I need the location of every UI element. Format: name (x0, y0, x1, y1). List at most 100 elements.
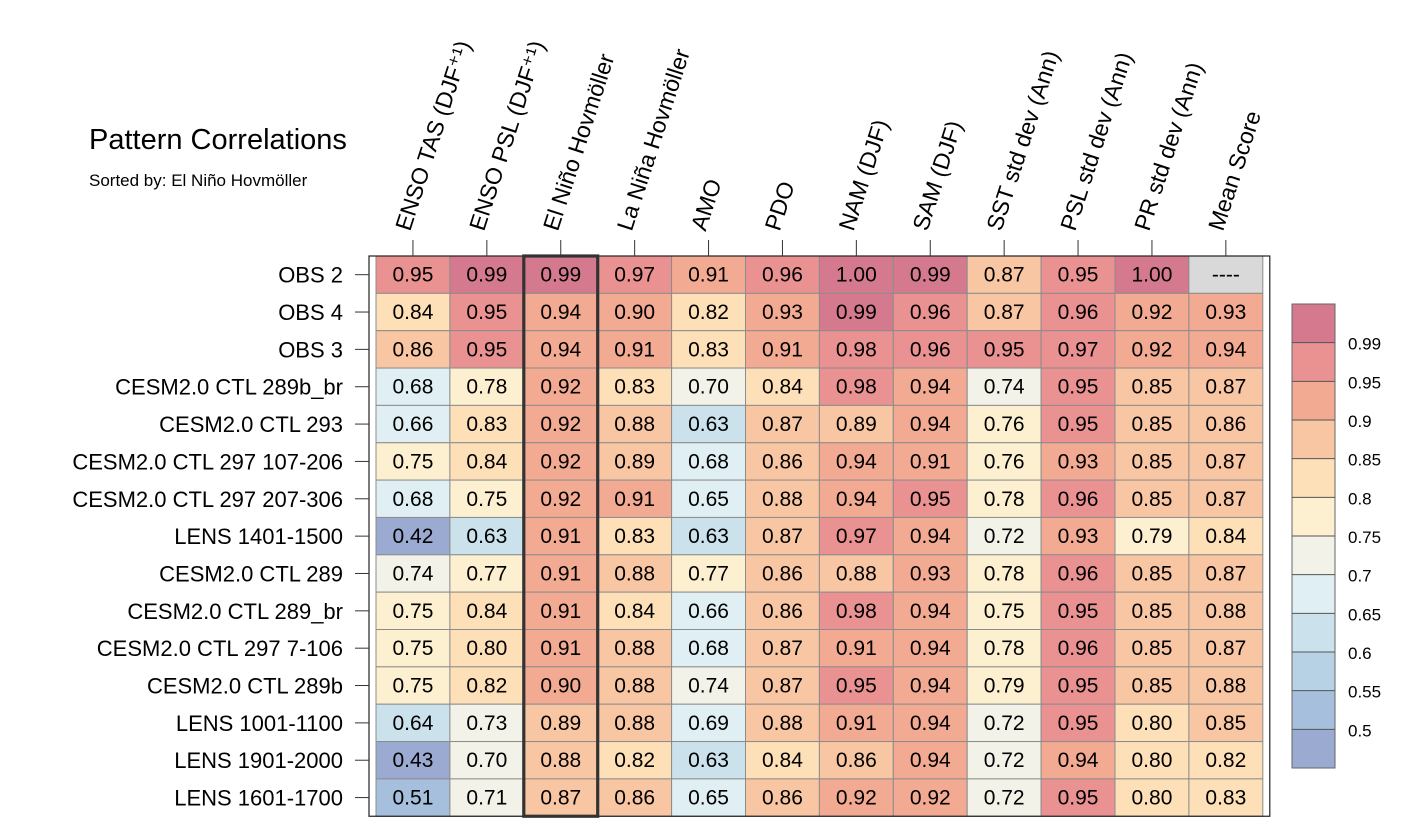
cell-value-label: 0.97 (1058, 338, 1099, 361)
cell-value-label: 0.88 (762, 712, 803, 735)
cell-value-label: 0.91 (688, 264, 729, 287)
cell-value-label: 1.00 (836, 264, 877, 287)
cell-value-label: 0.84 (762, 749, 803, 772)
heatmap-cell (597, 666, 673, 705)
heatmap-cell (375, 367, 451, 406)
cell-value-label: 0.87 (762, 637, 803, 660)
heatmap-cell (449, 741, 525, 780)
heatmap-cell (671, 516, 746, 556)
heatmap-cell (966, 404, 1042, 444)
heatmap-cell (597, 778, 673, 817)
heatmap-cell (1040, 591, 1116, 631)
cell-value-label: 0.95 (1058, 600, 1099, 623)
heatmap-cell (375, 479, 451, 518)
cell-value-label: 0.87 (984, 264, 1025, 287)
row-label-lens-1001-1100: LENS 1001-1100 (176, 711, 343, 736)
cell-value-label: 0.94 (910, 376, 951, 399)
heatmap-cell (449, 591, 525, 631)
column-label-mean-score: Mean Score (1203, 108, 1266, 234)
colorbar-tick-label: 0.9 (1348, 412, 1372, 431)
cell-value-label: 0.86 (762, 600, 803, 623)
heatmap-cell (966, 778, 1042, 817)
row-label-obs-2: OBS 2 (278, 263, 343, 288)
heatmap-cell (523, 703, 599, 743)
cell-value-label: 0.76 (984, 450, 1025, 473)
cell-value-label: 0.68 (688, 637, 729, 660)
cell-value-label: 0.82 (1205, 749, 1246, 772)
heatmap-cell (966, 741, 1042, 780)
cell-value-label: 0.69 (688, 712, 729, 735)
cell-value-label: 0.75 (393, 675, 434, 698)
column-label-amo: AMO (686, 176, 727, 234)
heatmap-cell (892, 442, 968, 481)
cell-value-label: 0.65 (688, 488, 729, 511)
heatmap-cell (449, 516, 525, 556)
cell-value-label: 0.85 (1132, 637, 1173, 660)
cell-value-label: 0.66 (393, 413, 434, 436)
heatmap-cell (1188, 554, 1264, 593)
heatmap-cell (671, 442, 746, 481)
cell-value-label: 0.99 (466, 264, 507, 287)
heatmap-cell (1040, 741, 1116, 780)
cell-value-label: 0.92 (836, 787, 877, 810)
cell-value-label: 0.95 (1058, 787, 1099, 810)
cell-value-label: 0.98 (836, 338, 877, 361)
cell-value-label: 0.84 (614, 600, 655, 623)
cell-value-label: 0.87 (1205, 488, 1246, 511)
cell-value-label: 0.94 (910, 637, 951, 660)
cell-value-label: 0.65 (688, 787, 729, 810)
heatmap-cell (671, 778, 746, 817)
heatmap-cell (671, 741, 746, 780)
cell-value-label: 0.83 (688, 338, 729, 361)
cell-value-label: 0.72 (984, 525, 1025, 548)
cell-value-label: 0.80 (1132, 749, 1173, 772)
cell-value-label: 0.85 (1132, 675, 1173, 698)
column-label-nam-djf: NAM (DJF) (833, 116, 893, 233)
cell-value-label: 0.78 (984, 562, 1025, 585)
column-label-psl-std-dev-ann: PSL std dev (Ann) (1055, 49, 1137, 234)
cell-value-label: 0.95 (466, 301, 507, 324)
heatmap-cell (671, 703, 746, 743)
heatmap-cell (745, 554, 820, 593)
heatmap-cell (1188, 741, 1264, 780)
cell-value-label: 0.51 (393, 787, 434, 810)
heatmap-cell (745, 404, 820, 444)
cell-value-label: 0.94 (910, 413, 951, 436)
cell-value-label: 0.95 (393, 264, 434, 287)
heatmap-cell (892, 703, 968, 743)
heatmap-cell (1114, 554, 1190, 593)
heatmap-cell (966, 666, 1042, 705)
heatmap-cell (523, 741, 599, 780)
heatmap-cell (1114, 367, 1190, 406)
cell-value-label: 0.80 (466, 637, 507, 660)
cell-value-label: 0.82 (466, 675, 507, 698)
cell-value-label: 0.92 (540, 376, 581, 399)
cell-value-label: 0.80 (1132, 712, 1173, 735)
cell-value-label: 0.91 (910, 450, 951, 473)
cell-value-label: 0.87 (762, 413, 803, 436)
cell-value-label: 0.87 (1205, 637, 1246, 660)
colorbar-swatch (1292, 536, 1335, 575)
colorbar-swatch (1292, 497, 1335, 536)
heatmap-cell (1040, 442, 1116, 481)
cell-value-label: 0.86 (762, 787, 803, 810)
row-label-obs-4: OBS 4 (278, 300, 343, 325)
cell-value-label: 0.88 (614, 675, 655, 698)
cell-value-label: 0.77 (466, 562, 507, 585)
cell-value-label: 0.88 (540, 749, 581, 772)
heatmap-cell (597, 516, 673, 556)
heatmap-cell (745, 778, 820, 817)
cell-value-label: 0.94 (910, 749, 951, 772)
colorbar-tick-label: 0.6 (1348, 644, 1372, 663)
colorbar-tick-label: 0.75 (1348, 528, 1381, 547)
heatmap-cell (1188, 629, 1264, 668)
cell-value-label: 0.94 (836, 450, 877, 473)
cell-value-label: 0.64 (393, 712, 434, 735)
cell-value-label: 0.88 (762, 488, 803, 511)
heatmap-cell (375, 330, 451, 369)
cell-value-label: 0.85 (1132, 376, 1173, 399)
heatmap-cell (671, 554, 746, 593)
heatmap-cell (449, 703, 525, 743)
colorbar-swatch (1292, 458, 1335, 498)
